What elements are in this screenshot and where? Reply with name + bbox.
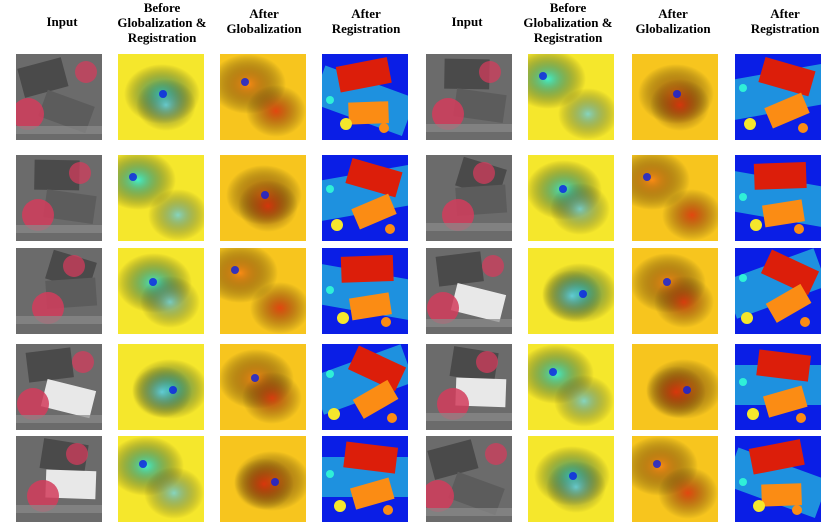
input-aerial-image-r4-c5 <box>426 344 512 430</box>
column-header-line: Globalization <box>635 21 711 36</box>
column-header-line: Registration <box>331 21 401 36</box>
column-header-line: Registration <box>127 30 197 45</box>
column-header-line: Globalization & <box>117 15 207 30</box>
input-aerial-image-r3-c1 <box>16 248 102 334</box>
column-header-5: Input <box>451 14 482 29</box>
column-header-line: Globalization <box>226 21 302 36</box>
height-map-image-r4-c4 <box>322 344 408 430</box>
height-map-image-r3-c2 <box>118 248 204 334</box>
height-map-image-r2-c3 <box>220 155 306 241</box>
height-map-image-r1-c8 <box>735 54 821 140</box>
height-map-image-r1-c3 <box>220 54 306 140</box>
input-aerial-image-r4-c1 <box>16 344 102 430</box>
height-map-image-r4-c8 <box>735 344 821 430</box>
column-header-line: Before <box>549 0 587 15</box>
column-header-3: After Globalization <box>226 6 301 36</box>
height-map-image-r2-c7 <box>632 155 718 241</box>
height-map-image-r5-c2 <box>118 436 204 522</box>
height-map-image-r4-c6 <box>528 344 614 430</box>
height-map-image-r1-c2 <box>118 54 204 140</box>
input-aerial-image-r1-c1 <box>16 54 102 140</box>
input-aerial-image-r2-c5 <box>426 155 512 241</box>
column-header-2: Before Globalization & Registration <box>117 0 206 45</box>
height-map-image-r5-c4 <box>322 436 408 522</box>
height-map-image-r4-c3 <box>220 344 306 430</box>
height-map-image-r3-c4 <box>322 248 408 334</box>
column-header-line: After <box>770 6 800 21</box>
column-header-line: Registration <box>533 30 603 45</box>
input-aerial-image-r5-c1 <box>16 436 102 522</box>
column-header-line: Before <box>143 0 181 15</box>
height-map-image-r4-c7 <box>632 344 718 430</box>
height-map-image-r2-c6 <box>528 155 614 241</box>
height-map-image-r3-c6 <box>528 248 614 334</box>
height-map-image-r2-c2 <box>118 155 204 241</box>
height-map-image-r5-c7 <box>632 436 718 522</box>
height-map-image-r5-c8 <box>735 436 821 522</box>
input-aerial-image-r2-c1 <box>16 155 102 241</box>
column-header-line: After <box>658 6 688 21</box>
column-header-7: After Globalization <box>635 6 710 36</box>
column-header-line: Globalization & <box>523 15 613 30</box>
height-map-image-r1-c4 <box>322 54 408 140</box>
height-map-image-r1-c7 <box>632 54 718 140</box>
column-header-line: After <box>249 6 279 21</box>
height-map-image-r2-c8 <box>735 155 821 241</box>
height-map-image-r3-c3 <box>220 248 306 334</box>
column-header-4: After Registration <box>332 6 401 36</box>
height-map-image-r3-c7 <box>632 248 718 334</box>
column-header-line: Input <box>451 14 483 29</box>
input-aerial-image-r5-c5 <box>426 436 512 522</box>
height-map-image-r5-c6 <box>528 436 614 522</box>
height-map-image-r3-c8 <box>735 248 821 334</box>
column-header-6: Before Globalization & Registration <box>523 0 612 45</box>
column-header-line: Input <box>46 14 78 29</box>
height-map-image-r4-c2 <box>118 344 204 430</box>
input-aerial-image-r1-c5 <box>426 54 512 140</box>
height-map-image-r2-c4 <box>322 155 408 241</box>
column-header-line: Registration <box>750 21 820 36</box>
column-header-line: After <box>351 6 381 21</box>
column-header-8: After Registration <box>751 6 820 36</box>
column-header-1: Input <box>46 14 77 29</box>
height-map-image-r1-c6 <box>528 54 614 140</box>
height-map-image-r5-c3 <box>220 436 306 522</box>
input-aerial-image-r3-c5 <box>426 248 512 334</box>
